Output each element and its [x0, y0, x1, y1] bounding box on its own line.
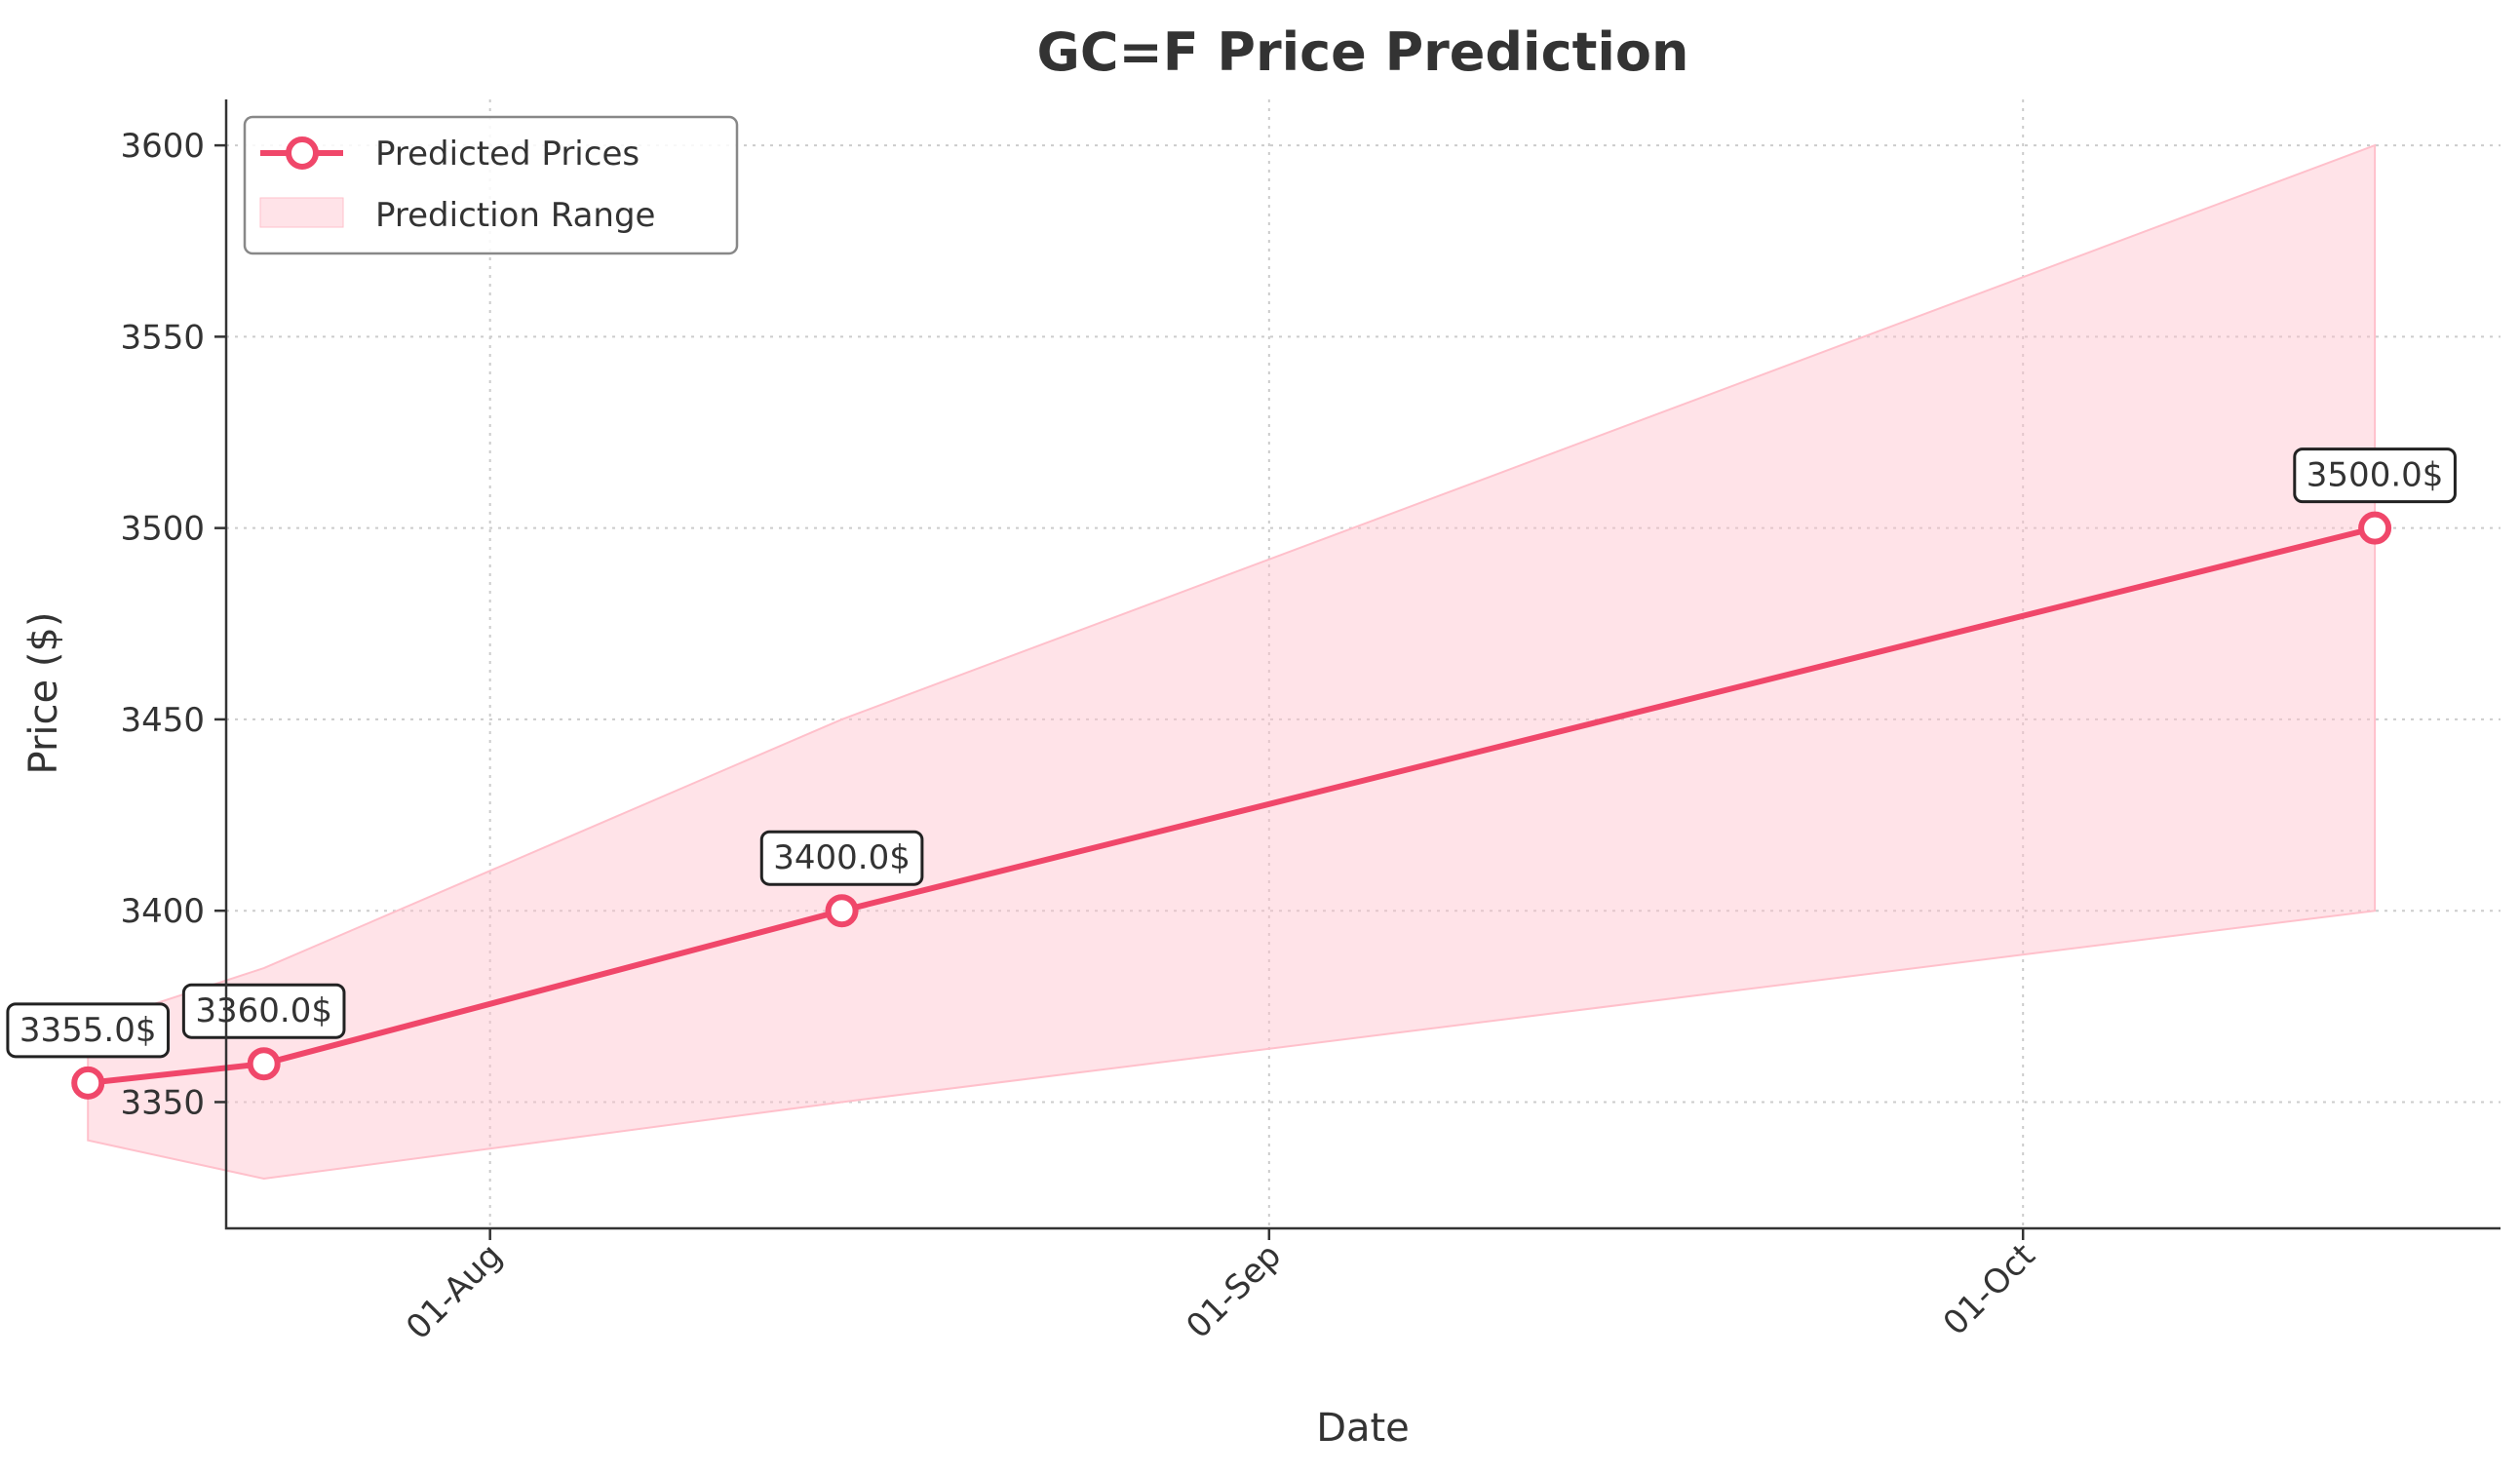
y-tick-label: 3450 — [120, 701, 205, 740]
legend-label-predicted: Predicted Prices — [375, 135, 640, 174]
data-label: 3360.0$ — [195, 991, 332, 1030]
data-label: 3400.0$ — [773, 838, 911, 877]
data-label: 3500.0$ — [2307, 456, 2444, 495]
data-label-box — [181, 983, 346, 1039]
legend: Predicted Prices Prediction Range — [243, 115, 739, 255]
x-axis-label: Date — [1316, 1406, 1410, 1451]
data-label-box — [2293, 447, 2457, 504]
data-label-box — [759, 830, 924, 886]
predicted-prices-markers — [71, 511, 2392, 1100]
legend-frame — [243, 115, 739, 255]
data-point-marker — [71, 1066, 105, 1100]
data-point-marker — [247, 1047, 281, 1081]
axis-spines — [224, 99, 2501, 1230]
predicted-prices-line-layer — [87, 524, 2376, 1086]
legend-label-range: Prediction Range — [375, 196, 655, 235]
data-point-marker — [825, 894, 859, 928]
data-label-group: 3500.0$ — [2293, 447, 2457, 504]
legend-range-swatch — [259, 197, 344, 228]
x-tick-label: 01-Sep — [1179, 1236, 1289, 1346]
x-tick-label: 01-Aug — [399, 1236, 510, 1347]
data-label-group: 3355.0$ — [6, 1002, 171, 1059]
x-tick-label: 01-Oct — [1936, 1236, 2043, 1343]
data-labels: 3355.0$ 3360.0$ 3400.0$ 3500.0$ — [6, 447, 2457, 1059]
chart-title: GC=F Price Prediction — [1037, 21, 1689, 83]
y-tick-label: 3400 — [120, 892, 205, 931]
prediction-range-band — [87, 143, 2377, 1180]
data-point-marker — [2358, 511, 2392, 545]
legend-marker-swatch — [286, 136, 319, 170]
data-label-group: 3400.0$ — [759, 830, 924, 886]
data-label: 3355.0$ — [19, 1011, 157, 1050]
grid-lines — [226, 99, 2501, 1228]
y-tick-label: 3350 — [120, 1083, 205, 1122]
y-tick-label: 3500 — [120, 510, 205, 549]
data-label-box — [6, 1002, 171, 1059]
y-tick-label: 3600 — [120, 127, 205, 166]
y-axis-label: Price ($) — [21, 612, 66, 775]
prediction-range-area — [87, 143, 2377, 1180]
data-label-group: 3360.0$ — [181, 983, 346, 1039]
predicted-prices-line — [87, 524, 2376, 1086]
y-tick-label: 3550 — [120, 318, 205, 357]
